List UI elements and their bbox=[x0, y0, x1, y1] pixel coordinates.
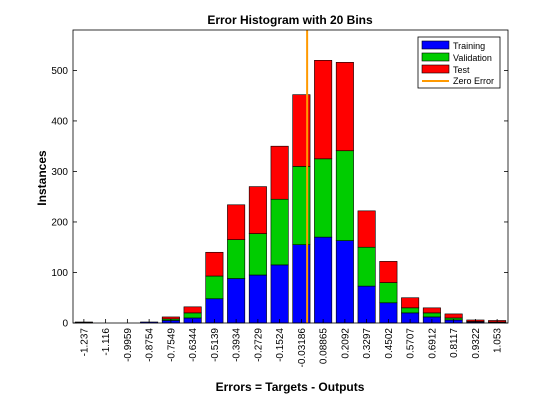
x-tick-label: 1.053 bbox=[493, 328, 504, 353]
bar-validation-14 bbox=[379, 282, 398, 304]
bar-test-16 bbox=[422, 307, 441, 314]
bar-training-8 bbox=[248, 274, 267, 324]
y-tick-label: 300 bbox=[51, 167, 68, 178]
x-axis-ticks: -1.237 -1.116 -0.9959 -0.8754 -0.7549 -0.6344… bbox=[79, 319, 504, 368]
x-tick-label: -0.03186 bbox=[297, 328, 308, 368]
y-axis-label: Instances bbox=[35, 150, 49, 206]
bar-test-6 bbox=[205, 251, 224, 277]
x-tick-label: -0.3934 bbox=[232, 328, 243, 362]
bar-test-5 bbox=[183, 306, 202, 314]
legend-test-label: Test bbox=[453, 65, 470, 75]
bar-validation-8 bbox=[248, 233, 267, 276]
legend-validation-swatch bbox=[421, 52, 450, 62]
bar-validation-11 bbox=[314, 158, 333, 238]
x-axis-label: Errors = Targets - Outputs bbox=[216, 380, 365, 394]
x-tick-label: 0.9322 bbox=[471, 328, 482, 359]
bar-test-4 bbox=[161, 316, 180, 320]
x-tick-label: 0.6912 bbox=[427, 328, 438, 359]
bar-test-7 bbox=[227, 204, 246, 240]
y-tick-label: 500 bbox=[51, 66, 68, 77]
chart-title: Error Histogram with 20 Bins bbox=[207, 13, 373, 27]
x-tick-label: -0.1524 bbox=[275, 328, 286, 362]
bar-validation-7 bbox=[227, 239, 246, 279]
bar-test-8 bbox=[248, 186, 267, 234]
bar-validation-5 bbox=[183, 312, 202, 319]
bar-test-13 bbox=[357, 210, 376, 248]
bar-validation-15 bbox=[401, 307, 420, 314]
bar-test-10 bbox=[292, 94, 311, 167]
x-tick-label: 0.2092 bbox=[340, 328, 351, 359]
bar-validation-13 bbox=[357, 246, 376, 287]
y-tick-label: 200 bbox=[51, 217, 68, 228]
y-axis-ticks: 0 100 200 300 400 500 bbox=[51, 66, 508, 330]
x-tick-label: -0.8754 bbox=[145, 328, 156, 362]
x-tick-label: -0.2729 bbox=[253, 328, 264, 362]
bar-training-12 bbox=[335, 240, 354, 324]
bar-validation-12 bbox=[335, 150, 354, 241]
bar-test-12 bbox=[335, 62, 354, 152]
y-tick-label: 100 bbox=[51, 268, 68, 279]
x-tick-label: 0.3297 bbox=[362, 328, 373, 359]
bar-validation-6 bbox=[205, 275, 224, 300]
bar-training-7 bbox=[227, 278, 246, 324]
bar-validation-16 bbox=[422, 312, 441, 318]
legend-zero-error-label: Zero Error bbox=[453, 76, 494, 86]
bar-test-17 bbox=[444, 313, 463, 319]
bar-training-9 bbox=[270, 264, 289, 324]
x-tick-label: 0.4502 bbox=[384, 328, 395, 359]
bar-training-13 bbox=[357, 285, 376, 324]
legend-training-swatch bbox=[421, 40, 450, 50]
x-tick-label: -0.6344 bbox=[188, 328, 199, 362]
legend-validation-label: Validation bbox=[453, 53, 492, 63]
bar-validation-9 bbox=[270, 198, 289, 266]
x-tick-label: 0.08865 bbox=[319, 328, 330, 365]
x-tick-label: 0.8117 bbox=[449, 328, 460, 358]
bar-test-14 bbox=[379, 261, 398, 283]
x-tick-label: -0.7549 bbox=[166, 328, 177, 362]
x-tick-label: -0.9959 bbox=[123, 328, 134, 362]
bar-test-11 bbox=[314, 60, 333, 160]
x-tick-label: 0.5707 bbox=[406, 328, 417, 359]
bar-test-9 bbox=[270, 145, 289, 200]
x-tick-label: -0.5139 bbox=[210, 328, 221, 362]
bar-test-15 bbox=[401, 297, 420, 309]
plot-frame bbox=[72, 29, 509, 324]
bar-training-11 bbox=[314, 236, 333, 324]
legend-test-swatch bbox=[421, 64, 450, 74]
y-tick-label: 0 bbox=[62, 319, 68, 330]
legend-training-label: Training bbox=[453, 41, 485, 51]
y-tick-label: 400 bbox=[51, 116, 68, 127]
x-tick-label: -1.237 bbox=[79, 328, 90, 357]
x-tick-label: -1.116 bbox=[101, 328, 112, 356]
legend: Training Validation Test Zero Error bbox=[417, 36, 501, 89]
